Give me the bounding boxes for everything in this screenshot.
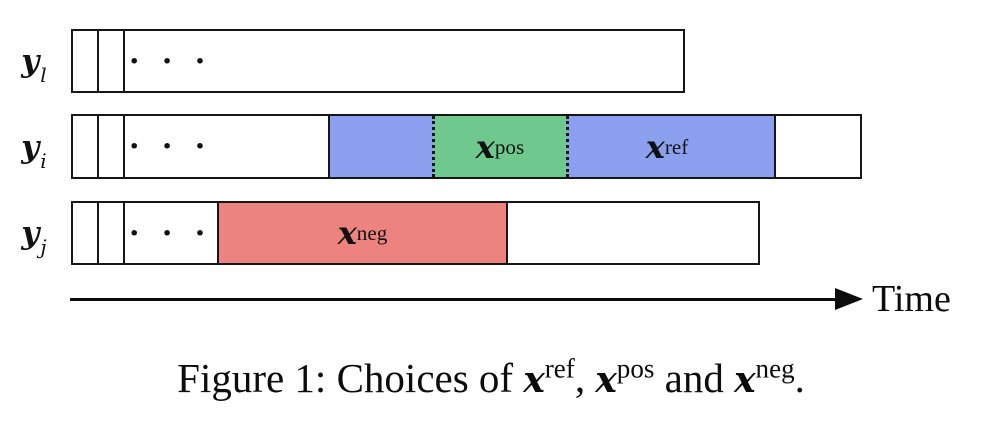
row-label-yj-sub: j: [40, 235, 47, 259]
ellipsis-dots: · · ·: [129, 129, 212, 164]
cell-divider: [97, 31, 99, 91]
segment-boundary-dotted: [432, 116, 435, 177]
label-x-pos: x pos: [475, 127, 525, 166]
ellipsis-dots: · · ·: [129, 43, 212, 79]
label-x-ref: x ref: [645, 127, 689, 166]
cell-divider: [123, 203, 125, 263]
caption-x-pos-base: x: [595, 359, 617, 401]
segment-boundary-solid: [328, 116, 330, 177]
row-label-yl-base: y: [21, 43, 40, 79]
x-pos-base: x: [475, 127, 495, 166]
caption-sep1: ,: [574, 355, 596, 401]
segment-neg-red: [218, 203, 507, 263]
segment-pos-green: [433, 116, 567, 177]
x-ref-base: x: [645, 127, 665, 166]
caption-x-neg-sup: neg: [755, 353, 795, 384]
sequence-bar-yl: · · ·: [71, 29, 685, 93]
cell-divider: [123, 116, 125, 177]
caption-x-ref-sup: ref: [544, 353, 575, 384]
segment-ref-right-blue: [567, 116, 775, 177]
cell-divider: [123, 31, 125, 91]
cell-divider: [97, 203, 99, 263]
caption-sep2: and: [654, 355, 735, 401]
figure-caption: Figure 1: Choices of xref, xpos and xneg…: [0, 352, 982, 405]
segment-boundary-solid: [774, 116, 776, 177]
caption-x-ref-base: x: [523, 359, 545, 401]
time-axis-arrowhead-icon: [835, 288, 863, 310]
caption-suffix: .: [794, 355, 805, 401]
segment-boundary-solid: [217, 203, 219, 263]
segment-boundary-dotted: [566, 116, 569, 177]
caption-prefix: Figure 1: Choices of: [177, 355, 524, 401]
caption-x-pos-sup: pos: [616, 353, 655, 384]
cell-divider: [97, 116, 99, 177]
sequence-bar-yj: · · · x neg: [71, 201, 760, 265]
time-axis-label: Time: [872, 278, 951, 320]
row-label-yj-base: y: [21, 215, 40, 251]
segment-boundary-solid: [506, 203, 508, 263]
row-label-yi-sub: i: [40, 149, 47, 173]
row-label-yl-sub: l: [40, 63, 47, 87]
time-axis-line: [70, 298, 838, 301]
label-x-neg: x neg: [337, 214, 388, 252]
ellipsis-dots: · · ·: [129, 215, 212, 251]
row-label-yi-base: y: [21, 128, 40, 165]
x-neg-base: x: [337, 214, 357, 252]
sequence-bar-yi: · · · x pos x ref: [71, 114, 862, 179]
segment-ref-left-blue: [329, 116, 433, 177]
caption-x-neg-base: x: [734, 359, 756, 401]
